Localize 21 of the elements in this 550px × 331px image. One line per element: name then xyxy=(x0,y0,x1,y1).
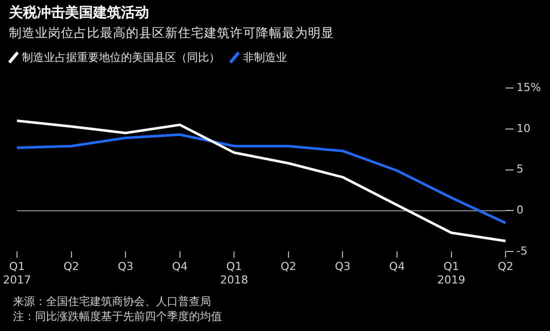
chart-title: 关税冲击美国建筑活动 xyxy=(9,4,149,22)
chart-subtitle: 制造业岗位占比最高的县区新住宅建筑许可降幅最为明显 xyxy=(9,25,334,42)
y-tick-label: -5 xyxy=(516,244,528,258)
x-tick-label: Q1 2019 xyxy=(437,260,466,286)
x-tick-label: Q1 2017 xyxy=(2,260,31,286)
legend-label: 制造业占据重要地位的美国县区（同比） xyxy=(22,50,220,65)
x-tick-label: Q3 xyxy=(334,260,351,274)
x-tick-label: Q2 xyxy=(498,260,514,274)
x-tick-label: Q2 xyxy=(63,260,80,274)
x-tick-label: Q4 xyxy=(172,260,188,274)
x-tick-label: Q4 xyxy=(389,260,405,274)
x-tick-label: Q1 2018 xyxy=(220,260,248,286)
y-tick-label: 5 xyxy=(516,162,524,176)
source-note: 来源：全国住宅建筑商协会、人口普查局 xyxy=(13,294,212,309)
y-tick-label: 10 xyxy=(516,122,531,135)
x-tick-label: Q2 xyxy=(280,260,296,274)
x-tick-label: Q3 xyxy=(118,260,134,274)
text: 注：同比涨跌幅度基于先前四个季度的均值 xyxy=(13,309,222,324)
legend-label: 非制造业 xyxy=(243,50,287,65)
y-tick-label: 0 xyxy=(516,204,524,217)
y-tick-label: 15% xyxy=(516,80,542,94)
